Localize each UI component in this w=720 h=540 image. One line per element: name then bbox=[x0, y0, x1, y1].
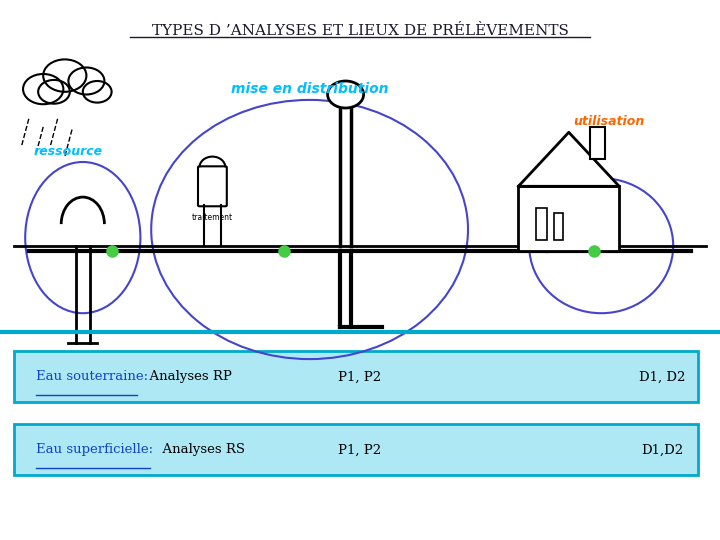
FancyBboxPatch shape bbox=[14, 351, 698, 402]
Text: D1, D2: D1, D2 bbox=[639, 370, 685, 383]
Bar bbox=[518, 186, 619, 251]
Text: traitement: traitement bbox=[192, 213, 233, 222]
Text: TYPES D ’ANALYSES ET LIEUX DE PRÉLÈVEMENTS: TYPES D ’ANALYSES ET LIEUX DE PRÉLÈVEMEN… bbox=[152, 24, 568, 38]
Bar bbox=[536, 208, 547, 240]
Text: Eau superficielle:: Eau superficielle: bbox=[36, 443, 153, 456]
Circle shape bbox=[83, 81, 112, 103]
Text: utilisation: utilisation bbox=[573, 115, 644, 128]
Text: Analyses RP: Analyses RP bbox=[141, 370, 232, 383]
Polygon shape bbox=[518, 132, 619, 186]
Bar bbox=[590, 127, 605, 159]
Text: D1,D2: D1,D2 bbox=[642, 443, 683, 456]
Circle shape bbox=[337, 88, 354, 101]
Circle shape bbox=[328, 81, 364, 108]
Text: Eau souterraine:: Eau souterraine: bbox=[36, 370, 148, 383]
Bar bbox=[554, 213, 563, 240]
Text: P1, P2: P1, P2 bbox=[338, 443, 382, 456]
FancyBboxPatch shape bbox=[198, 166, 227, 206]
Circle shape bbox=[23, 74, 63, 104]
Circle shape bbox=[43, 59, 86, 92]
Circle shape bbox=[68, 68, 104, 94]
Text: P1, P2: P1, P2 bbox=[338, 370, 382, 383]
Circle shape bbox=[38, 80, 70, 104]
FancyBboxPatch shape bbox=[14, 424, 698, 475]
Text: mise en distribution: mise en distribution bbox=[231, 82, 388, 96]
Text: ressource: ressource bbox=[34, 145, 103, 158]
Text: Analyses RS: Analyses RS bbox=[153, 443, 245, 456]
